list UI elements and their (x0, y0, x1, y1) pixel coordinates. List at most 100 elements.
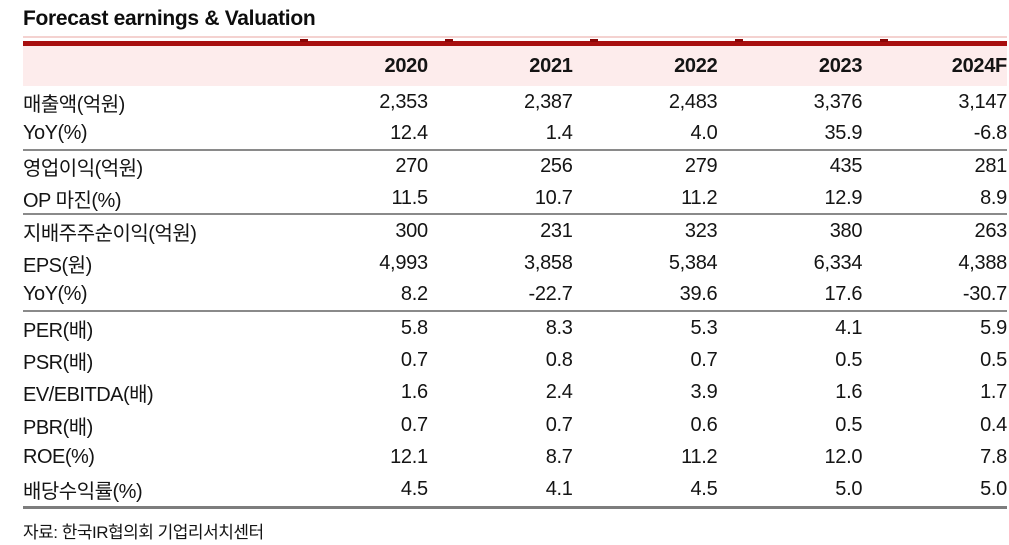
cell-value: 11.5 (391, 186, 429, 209)
cell-value: -30.7 (962, 283, 1007, 306)
row-label: PER(배) (23, 319, 93, 342)
cell-value: 35.9 (824, 121, 863, 144)
cell-value: 6,334 (813, 252, 863, 275)
cell-value: 12.0 (824, 445, 863, 468)
row-label: EV/EBITDA(배) (23, 384, 154, 407)
cell-value: 4.1 (835, 316, 863, 339)
row-label: 영업이익(억원) (23, 158, 143, 181)
cell-value: 1.7 (980, 381, 1007, 404)
table-row: ROE(%) 12.1 8.7 11.2 12.0 7.8 (23, 441, 1007, 473)
table-row: OP 마진(%) 11.5 10.7 11.2 12.9 8.9 (23, 183, 1007, 216)
row-label: ROE(%) (23, 445, 95, 468)
cell-value: 5.0 (980, 478, 1007, 501)
table-body: 매출액(억원) 2,353 2,387 2,483 3,376 3,147 YoY(%) 12… (23, 86, 1007, 509)
row-label: YoY(%) (23, 121, 88, 144)
cell-value: 5.3 (690, 316, 718, 339)
table-row: 영업이익(억원) 270 256 279 435 281 (23, 151, 1007, 183)
cell-value: 39.6 (679, 283, 718, 306)
row-label: 매출액(억원) (23, 93, 125, 116)
cell-value: 263 (974, 219, 1008, 242)
cell-value: 1.6 (400, 381, 428, 404)
cell-value: 8.2 (400, 283, 428, 306)
column-header: 2024F (951, 54, 1008, 77)
cell-value: 8.3 (545, 316, 573, 339)
row-label: PBR(배) (23, 416, 93, 439)
cell-value: 12.9 (824, 186, 863, 209)
table-row: 배당수익률(%) 4.5 4.1 4.5 5.0 5.0 (23, 474, 1007, 506)
table-row: EPS(원) 4,993 3,858 5,384 6,334 4,388 (23, 247, 1007, 279)
cell-value: 0.7 (690, 349, 718, 372)
cell-value: 2.4 (545, 381, 573, 404)
cell-value: 0.5 (835, 413, 863, 436)
table-header-row: 2020 2021 2022 2023 2024F (23, 46, 1007, 86)
cell-value: 0.8 (545, 349, 573, 372)
cell-value: 4,388 (958, 252, 1007, 275)
cell-value: 5,384 (668, 252, 718, 275)
column-header: 2023 (818, 54, 863, 77)
table-row: YoY(%) 8.2 -22.7 39.6 17.6 -30.7 (23, 280, 1007, 313)
cell-value: 5.8 (400, 316, 428, 339)
column-header: 2022 (674, 54, 718, 77)
table-row: EV/EBITDA(배) 1.6 2.4 3.9 1.6 1.7 (23, 377, 1007, 409)
cell-value: -6.8 (973, 121, 1008, 144)
cell-value: 0.5 (980, 349, 1007, 372)
cell-value: 1.4 (545, 121, 573, 144)
cell-value: 7.8 (980, 445, 1007, 468)
cell-value: 0.6 (690, 413, 718, 436)
cell-value: 2,387 (524, 90, 573, 113)
cell-value: 300 (395, 219, 428, 242)
column-tick-mark (735, 39, 743, 42)
cell-value: 3,376 (813, 90, 863, 113)
cell-value: 12.1 (390, 445, 428, 468)
forecast-valuation-table: 2020 2021 2022 2023 2024F 매출액(억원) 2,353 2,… (23, 36, 1007, 509)
cell-value: 0.7 (545, 413, 573, 436)
cell-value: 11.2 (681, 445, 718, 468)
table-row: 지배주주순이익(억원) 300 231 323 380 263 (23, 215, 1007, 247)
cell-value: 11.2 (681, 186, 718, 209)
cell-value: 0.7 (400, 349, 428, 372)
cell-value: 256 (540, 155, 573, 178)
column-header: 2020 (384, 54, 429, 77)
cell-value: 323 (684, 219, 718, 242)
column-tick-mark (590, 39, 598, 42)
cell-value: 4.5 (690, 478, 718, 501)
row-label: YoY(%) (23, 283, 88, 306)
cell-value: 0.5 (835, 349, 863, 372)
cell-value: 231 (540, 219, 573, 242)
cell-value: 4,993 (379, 252, 428, 275)
source-note: 자료: 한국IR협의회 기업리서치센터 (23, 522, 264, 542)
cell-value: 4.5 (400, 478, 428, 501)
cell-value: 4.1 (545, 478, 573, 501)
table-row: PER(배) 5.8 8.3 5.3 4.1 5.9 (23, 312, 1007, 344)
cell-value: 8.7 (545, 445, 573, 468)
cell-value: 279 (684, 155, 718, 178)
cell-value: 281 (974, 155, 1008, 178)
cell-value: 5.0 (835, 478, 863, 501)
row-label: PSR(배) (23, 352, 93, 375)
faint-divider (23, 36, 1007, 38)
cell-value: 10.7 (534, 186, 573, 209)
cell-value: 1.6 (835, 381, 863, 404)
table-row: 매출액(억원) 2,353 2,387 2,483 3,376 3,147 (23, 86, 1007, 118)
cell-value: 12.4 (390, 121, 428, 144)
cell-value: 8.9 (980, 186, 1007, 209)
row-label: OP 마진(%) (23, 189, 122, 212)
row-label: EPS(원) (23, 255, 92, 278)
cell-value: 3,147 (958, 90, 1007, 113)
column-header: 2021 (529, 54, 573, 77)
cell-value: 2,353 (379, 90, 428, 113)
table-row: PBR(배) 0.7 0.7 0.6 0.5 0.4 (23, 409, 1007, 441)
column-tick-mark (300, 39, 308, 42)
column-tick-mark (880, 39, 888, 42)
cell-value: 270 (395, 155, 428, 178)
cell-value: 3,858 (524, 252, 573, 275)
table-row: YoY(%) 12.4 1.4 4.0 35.9 -6.8 (23, 118, 1008, 151)
page-title: Forecast earnings & Valuation (23, 7, 316, 30)
cell-value: 0.4 (980, 413, 1007, 436)
row-label: 지배주주순이익(억원) (23, 222, 197, 245)
cell-value: 2,483 (668, 90, 718, 113)
cell-value: 5.9 (980, 316, 1007, 339)
table-row: PSR(배) 0.7 0.8 0.7 0.5 0.5 (23, 344, 1007, 376)
cell-value: -22.7 (528, 283, 573, 306)
